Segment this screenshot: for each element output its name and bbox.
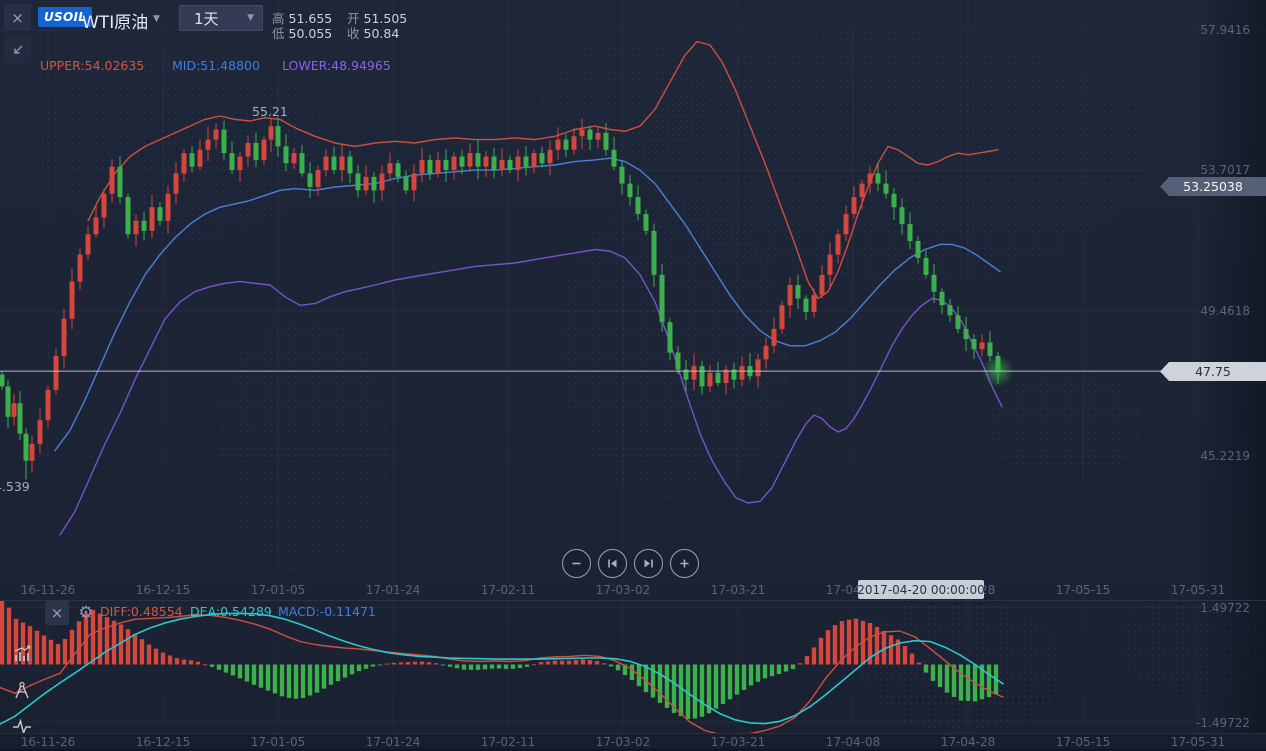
worldmap-dots-south-america — [220, 320, 390, 570]
timeframe-select[interactable]: 1天 ▼ — [179, 5, 263, 31]
macd-dea-label: DEA:0.54289 — [190, 604, 272, 619]
date-axis-label: 17-02-11 — [480, 735, 536, 749]
macd-diff-label: DIFF:0.48554 — [100, 604, 183, 619]
ohlc-close: 收 50.84 — [347, 23, 399, 42]
price-axis-label: 57.9416 — [1200, 23, 1250, 37]
gear-icon: ⚙ — [78, 603, 94, 623]
close-chart-button[interactable]: × — [4, 4, 31, 31]
macd-axis-top-label: 1.49722 — [1200, 601, 1250, 615]
high-label: 高 — [272, 11, 285, 26]
open-label: 开 — [347, 11, 360, 26]
worldmap-dots-australia — [990, 370, 1140, 480]
close-label: 收 — [347, 26, 360, 41]
timeframe-caret-icon: ▼ — [247, 13, 254, 23]
macd-close-button[interactable]: × — [45, 601, 69, 625]
timeframe-value: 1天 — [194, 9, 219, 28]
zoom-out-button[interactable] — [562, 549, 591, 578]
ohlc-open: 开 51.505 — [347, 8, 407, 27]
date-axis-label: 17-05-15 — [1055, 735, 1111, 749]
pulse-tool-button[interactable] — [9, 714, 35, 740]
low-value: 50.055 — [288, 26, 333, 41]
swing-high-annotation: 55.21 — [252, 104, 288, 119]
date-axis-label: 16-11-26 — [20, 583, 76, 597]
date-axis-label: 17-05-15 — [1055, 583, 1111, 597]
high-value: 51.655 — [288, 11, 333, 26]
price-axis-label: 49.4618 — [1200, 304, 1250, 318]
date-axis-label: 16-12-15 — [135, 583, 191, 597]
skip-end-icon — [644, 559, 653, 568]
collapse-icon — [13, 45, 22, 54]
date-axis-label: 17-05-31 — [1170, 583, 1226, 597]
macd-macd-label: MACD:-0.11471 — [278, 604, 376, 619]
zoom-in-button[interactable] — [670, 549, 699, 578]
skip-to-end-button[interactable] — [634, 549, 663, 578]
date-axis-label: 16-12-15 — [135, 735, 191, 749]
macd-settings-button[interactable]: ⚙ — [74, 601, 98, 625]
symbol-caret-icon[interactable]: ▼ — [153, 14, 160, 24]
bar-chart-icon — [14, 645, 31, 661]
close-icon: × — [50, 604, 64, 622]
worldmap-dots-asia — [640, 30, 1150, 280]
last-bar-price-tag: 53.25038 — [1160, 177, 1266, 196]
macd-axis-bottom-label: -1.49722 — [1196, 716, 1250, 730]
date-axis-label: 17-01-24 — [365, 735, 421, 749]
price-axis-label: 53.7017 — [1200, 163, 1250, 177]
crosshair-date-tooltip: 2017-04-20 00:00:00 — [857, 580, 985, 599]
date-axis-label: 17-01-05 — [250, 735, 306, 749]
plus-icon — [680, 559, 689, 568]
compass-icon — [15, 681, 29, 699]
date-axis-label: 17-02-11 — [480, 583, 536, 597]
date-axis-label: 17-01-24 — [365, 583, 421, 597]
close-value: 50.84 — [363, 26, 400, 41]
date-axis-label: 17-03-21 — [710, 735, 766, 749]
date-axis-label: 17-03-02 — [595, 735, 651, 749]
date-axis-label: 17-03-02 — [595, 583, 651, 597]
date-axis-label: 17-04-28 — [940, 735, 996, 749]
swing-low-annotation: 44.539 — [0, 479, 30, 494]
collapse-button[interactable] — [4, 36, 31, 63]
indicator-tool-button[interactable] — [9, 641, 35, 667]
minus-icon — [572, 562, 581, 565]
skip-to-start-button[interactable] — [598, 549, 627, 578]
ohlc-high: 高 51.655 — [272, 8, 332, 27]
date-axis-label: 17-01-05 — [250, 583, 306, 597]
bottom-edge-line — [0, 749, 1266, 751]
symbol-title[interactable]: WTI原油 — [82, 13, 149, 33]
date-axis-label: 16-11-26 — [20, 735, 76, 749]
close-icon: × — [11, 8, 24, 27]
date-axis-label: 17-03-21 — [710, 583, 766, 597]
pulse-icon — [13, 718, 31, 736]
bottom-date-strip — [0, 733, 1266, 751]
skip-start-icon — [608, 559, 617, 568]
worldmap-dots-north-america — [40, 50, 320, 240]
date-axis-label: 17-04-08 — [825, 735, 881, 749]
boll-lower-label: LOWER:48.94965 — [282, 58, 391, 73]
boll-mid-label: MID:51.48800 — [172, 58, 260, 73]
ohlc-low: 低 50.055 — [272, 23, 332, 42]
low-label: 低 — [272, 26, 285, 41]
price-axis-label: 45.2219 — [1200, 449, 1250, 463]
current-price-tag: 47.75 — [1160, 362, 1266, 381]
symbol-badge: USOIL — [38, 7, 93, 27]
drawing-tool-button[interactable] — [9, 678, 35, 704]
open-value: 51.505 — [363, 11, 408, 26]
panel-divider — [0, 600, 1266, 601]
boll-upper-label: UPPER:54.02635 — [40, 58, 145, 73]
date-axis-label: 17-05-31 — [1170, 735, 1226, 749]
chart-nav-toolbar — [562, 549, 699, 578]
